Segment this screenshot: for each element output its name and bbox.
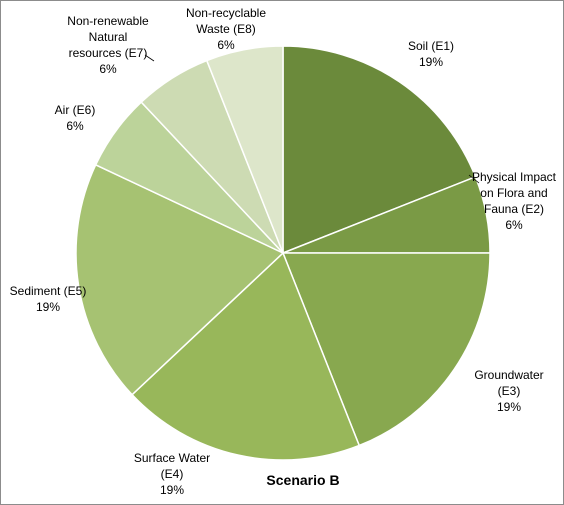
slice-name-line: Non-renewable	[67, 14, 149, 28]
slice-value-label: 19%	[497, 400, 521, 414]
slice-labels: Soil (E1) 19% Physical Impact on Flora and F…	[10, 6, 557, 497]
slice-name-line: Physical Impact	[472, 170, 557, 184]
slice-name-line: Non-recyclable	[186, 6, 266, 20]
slice-label-physical-impact-on-flora-and-fauna-e2: Physical Impact on Flora and Fauna (E2) 6%	[472, 170, 557, 232]
slice-name-line: on Flora and	[480, 186, 547, 200]
slice-label-non-renewable-natural-resources-e7: Non-renewable Natural resources (E7) 6%	[67, 14, 149, 76]
slice-name-line: Natural	[89, 30, 128, 44]
slice-value-label: 19%	[36, 300, 60, 314]
slice-label-soil-e1: Soil (E1) 19%	[408, 39, 454, 69]
slice-name-line: Soil (E1)	[408, 39, 454, 53]
slice-label-groundwater-e3: Groundwater (E3) 19%	[474, 368, 543, 414]
pie-slice-sediment-e5	[75, 163, 285, 396]
slice-name-line: (E4)	[161, 467, 184, 481]
slice-value-label: 19%	[160, 483, 184, 497]
slice-name-line: resources (E7)	[69, 46, 148, 60]
pie-slice-soil-e1	[282, 45, 477, 255]
slice-value-label: 6%	[217, 38, 235, 52]
slice-name-line: Sediment (E5)	[10, 284, 87, 298]
slice-value-label: 6%	[99, 62, 117, 76]
slice-label-non-recyclable-waste-e8: Non-recyclable Waste (E8) 6%	[186, 6, 266, 52]
pie-slice-surface-water-e4	[131, 251, 361, 461]
chart-title: Scenario B	[266, 472, 339, 488]
slice-label-sediment-e5: Sediment (E5) 19%	[10, 284, 87, 314]
leader-line-physical-impact-on-flora-and-fauna-e2	[468, 174, 480, 184]
slice-value-label: 6%	[505, 218, 523, 232]
slice-name-line: Groundwater	[474, 368, 543, 382]
slice-name-line: Surface Water	[134, 451, 210, 465]
slice-label-surface-water-e4: Surface Water (E4) 19%	[134, 451, 210, 497]
slice-value-label: 6%	[66, 119, 84, 133]
slice-label-air-e6: Air (E6) 6%	[55, 103, 96, 133]
slice-name-line: Air (E6)	[55, 103, 96, 117]
slice-value-label: 19%	[419, 55, 443, 69]
leader-lines	[144, 54, 480, 184]
pie-slices	[75, 45, 491, 461]
slice-name-line: Waste (E8)	[196, 22, 256, 36]
slice-name-line: (E3)	[498, 384, 521, 398]
slice-name-line: Fauna (E2)	[484, 202, 544, 216]
pie-slice-groundwater-e3	[281, 252, 491, 447]
leader-line-non-renewable-natural-resources-e7	[144, 54, 155, 62]
pie-slice-non-recyclable-waste-e8	[205, 45, 284, 254]
